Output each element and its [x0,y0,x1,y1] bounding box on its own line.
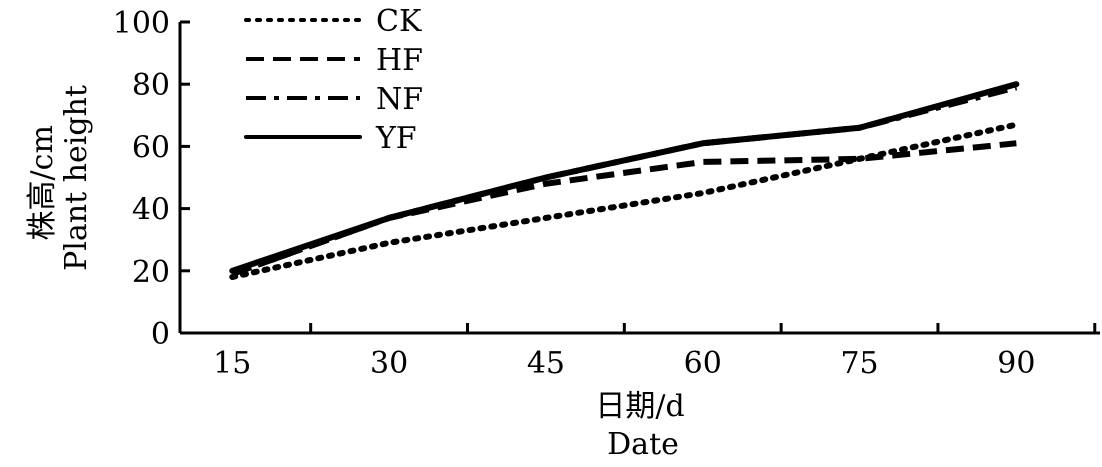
y-tick-label: 0 [151,317,170,352]
x-tick-label: 30 [370,346,408,381]
y-tick-label: 100 [113,6,170,41]
x-tick-label: 15 [213,346,251,381]
x-tick-label: 75 [840,346,878,381]
legend-label-ck: CK [376,4,422,39]
legend-label-nf: NF [376,82,423,117]
x-tick-label: 45 [527,346,565,381]
y-tick-label: 20 [132,255,170,290]
axes: 0 20 40 60 80 100 15 30 45 60 75 90 [113,6,1100,381]
y-axis-title-cn: 株高/cm [25,125,60,240]
series-line-yf [229,81,1020,274]
series-line-ck [229,121,1020,281]
x-tick-label: 60 [684,346,722,381]
x-axis-title-cn: 日期/d [595,389,684,424]
x-tick-label: 90 [997,346,1035,381]
y-tick-label: 80 [132,68,170,103]
legend: CK HF NF YF [244,4,423,156]
y-tick-label: 60 [132,130,170,165]
y-tick-label: 40 [132,193,170,228]
x-axis-title-en: Date [607,427,679,462]
series-layer [229,81,1020,281]
legend-label-hf: HF [376,43,423,78]
y-axis-title-en: Plant height [59,85,94,271]
y-axis-title: 株高/cm Plant height [25,85,94,271]
legend-label-yf: YF [375,121,417,156]
